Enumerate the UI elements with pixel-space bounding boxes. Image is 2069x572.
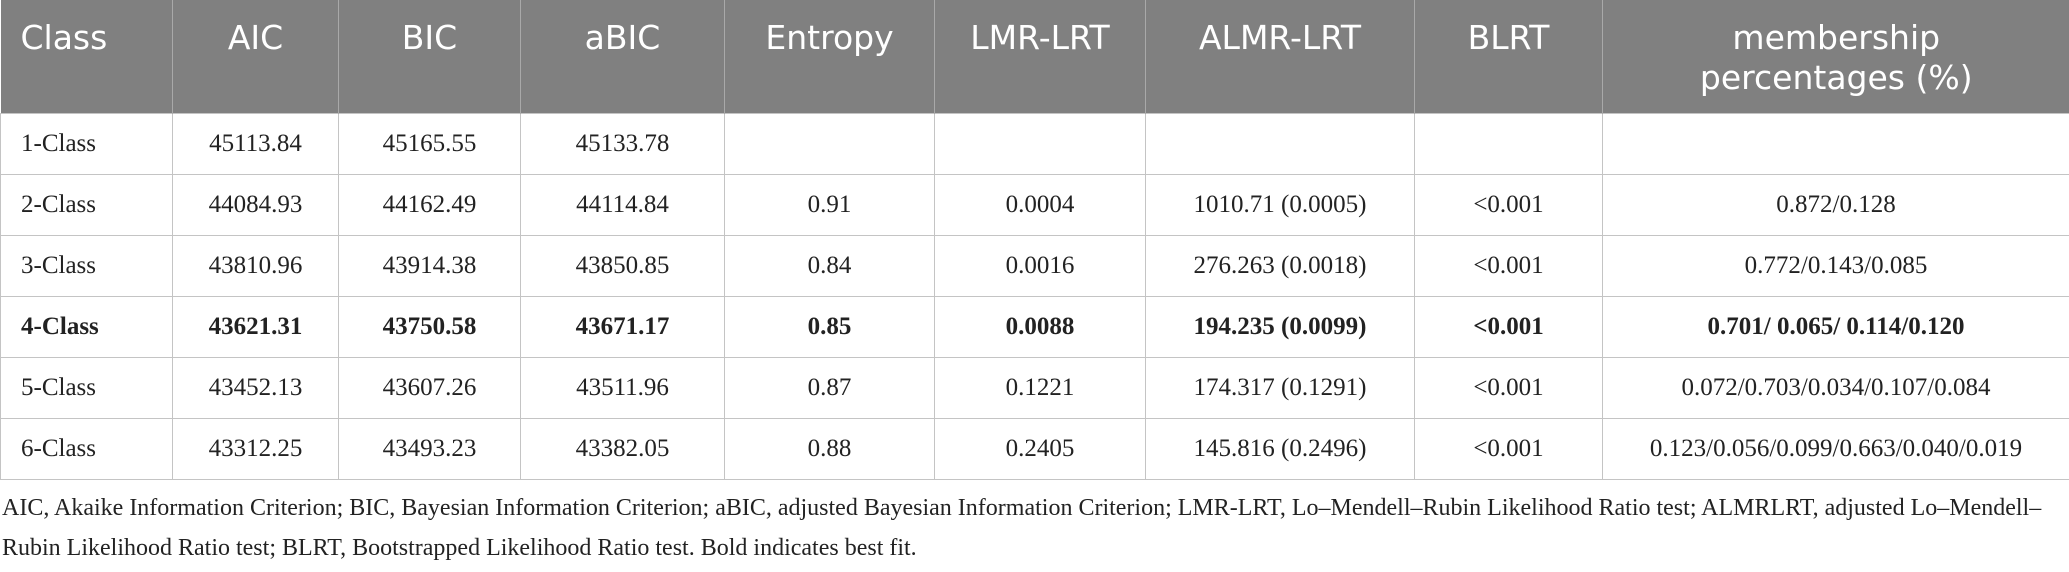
- table-cell: 276.263 (0.0018): [1145, 234, 1415, 297]
- table-cell: [934, 112, 1146, 175]
- table-cell: 44114.84: [520, 173, 725, 236]
- table-cell: 0.87: [724, 356, 935, 419]
- table-row: 6-Class 43312.25 43493.23 43382.05 0.88 0.240…: [0, 417, 2069, 480]
- header-text: BIC: [401, 18, 458, 57]
- table-cell: 0.872/0.128: [1602, 173, 2069, 236]
- table-cell: 0.85: [724, 295, 935, 358]
- table-cell: <0.001: [1414, 356, 1603, 419]
- table-cell: 43750.58: [338, 295, 521, 358]
- table-cell: 0.88: [724, 417, 935, 480]
- table-cell: [1602, 112, 2069, 175]
- header-text: Class: [20, 18, 108, 57]
- table-row: 3-Class 43810.96 43914.38 43850.85 0.84 0.001…: [0, 234, 2069, 297]
- header-cell: aBIC: [520, 0, 725, 113]
- table-cell: 4-Class: [0, 295, 173, 358]
- header-cell: Class: [0, 0, 173, 113]
- table-cell: 194.235 (0.0099): [1145, 295, 1415, 358]
- table-cell: 3-Class: [0, 234, 173, 297]
- table-body: 1-Class 45113.84 45165.55 45133.78 2-Class 44…: [0, 112, 2069, 480]
- header-row: Class AIC BIC aBIC Entropy LMR-LRT ALMR-LRT BLR…: [0, 0, 2069, 113]
- table-cell: 45133.78: [520, 112, 725, 175]
- header-text: aBIC: [584, 18, 661, 57]
- table-cell: 2-Class: [0, 173, 173, 236]
- table-cell: 43810.96: [172, 234, 339, 297]
- table-cell: 43621.31: [172, 295, 339, 358]
- table-row: 5-Class 43452.13 43607.26 43511.96 0.87 0.122…: [0, 356, 2069, 419]
- header-cell: Entropy: [724, 0, 935, 113]
- table-cell: 0.91: [724, 173, 935, 236]
- table-cell: 43312.25: [172, 417, 339, 480]
- table-cell: 45165.55: [338, 112, 521, 175]
- table-cell: 1-Class: [0, 112, 173, 175]
- table-row: 4-Class 43621.31 43750.58 43671.17 0.85 0.008…: [0, 295, 2069, 358]
- table-cell: 0.2405: [934, 417, 1146, 480]
- header-text: BLRT: [1467, 18, 1550, 57]
- header-cell: ALMR-LRT: [1145, 0, 1415, 113]
- table-cell: 0.0016: [934, 234, 1146, 297]
- table-cell: [1414, 112, 1603, 175]
- table-cell: 43671.17: [520, 295, 725, 358]
- table-cell: 145.816 (0.2496): [1145, 417, 1415, 480]
- table-cell: <0.001: [1414, 173, 1603, 236]
- table-cell: 0.84: [724, 234, 935, 297]
- table-cell: 6-Class: [0, 417, 173, 480]
- table-row: 1-Class 45113.84 45165.55 45133.78: [0, 112, 2069, 175]
- header-text: AIC: [227, 18, 284, 57]
- table-cell: 0.0088: [934, 295, 1146, 358]
- header-text: Entropy: [765, 18, 894, 57]
- table-cell: [1145, 112, 1415, 175]
- table-cell: 43493.23: [338, 417, 521, 480]
- table-cell: 1010.71 (0.0005): [1145, 173, 1415, 236]
- table-cell: 43850.85: [520, 234, 725, 297]
- header-text: ALMR-LRT: [1198, 18, 1361, 57]
- header-text: membership percentages (%): [1699, 18, 1973, 97]
- table-cell: 0.1221: [934, 356, 1146, 419]
- header-text: LMR-LRT: [970, 18, 1110, 57]
- header-cell: membership percentages (%): [1602, 0, 2069, 113]
- table-cell: <0.001: [1414, 417, 1603, 480]
- table-cell: 43382.05: [520, 417, 725, 480]
- footnote: AIC, Akaike Information Criterion; BIC, …: [2, 494, 2042, 561]
- table-cell: 0.772/0.143/0.085: [1602, 234, 2069, 297]
- table-cell: 43914.38: [338, 234, 521, 297]
- header-cell: AIC: [172, 0, 339, 113]
- table-cell: 44084.93: [172, 173, 339, 236]
- table-cell: 0.072/0.703/0.034/0.107/0.084: [1602, 356, 2069, 419]
- table-cell: [724, 112, 935, 175]
- table-cell: 43452.13: [172, 356, 339, 419]
- table-cell: 0.123/0.056/0.099/0.663/0.040/0.019: [1602, 417, 2069, 480]
- table-cell: 0.701/ 0.065/ 0.114/0.120: [1602, 295, 2069, 358]
- header-cell: BLRT: [1414, 0, 1603, 113]
- table-cell: <0.001: [1414, 295, 1603, 358]
- header-cell: BIC: [338, 0, 521, 113]
- results-table: Class AIC BIC aBIC Entropy LMR-LRT ALMR-LRT BLR…: [0, 0, 2069, 480]
- table-cell: 44162.49: [338, 173, 521, 236]
- table-cell: 0.0004: [934, 173, 1146, 236]
- table-row: 2-Class 44084.93 44162.49 44114.84 0.91 0.000…: [0, 173, 2069, 236]
- table-cell: 43511.96: [520, 356, 725, 419]
- table-cell: 43607.26: [338, 356, 521, 419]
- table-cell: 45113.84: [172, 112, 339, 175]
- table-cell: 5-Class: [0, 356, 173, 419]
- table-cell: <0.001: [1414, 234, 1603, 297]
- header-cell: LMR-LRT: [934, 0, 1146, 113]
- table-cell: 174.317 (0.1291): [1145, 356, 1415, 419]
